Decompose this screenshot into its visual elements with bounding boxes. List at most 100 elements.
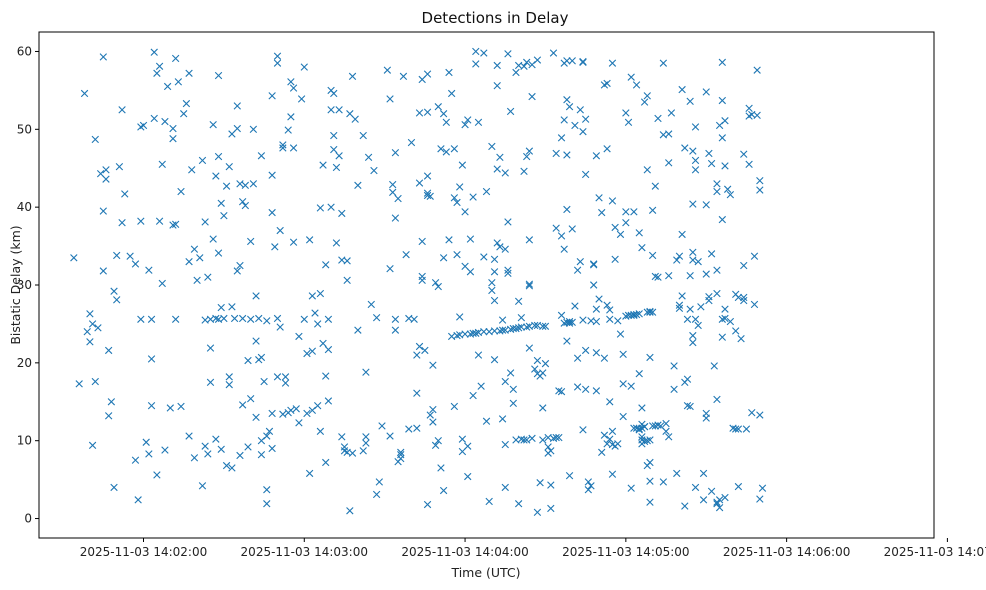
data-point <box>431 441 440 450</box>
data-point <box>584 486 593 494</box>
data-point <box>557 232 566 240</box>
data-point <box>726 317 735 326</box>
data-point <box>587 482 595 490</box>
data-point <box>565 472 574 480</box>
data-point <box>147 401 156 410</box>
data-point <box>756 186 764 194</box>
data-point <box>525 280 534 288</box>
data-point <box>477 382 485 390</box>
data-point <box>635 425 643 433</box>
data-point <box>88 320 97 328</box>
data-point <box>560 245 568 253</box>
data-point <box>464 116 472 124</box>
data-point <box>670 385 678 394</box>
data-point <box>686 305 694 313</box>
data-point <box>94 324 102 332</box>
data-point <box>99 207 107 215</box>
data-point <box>662 419 670 428</box>
data-point <box>426 411 434 419</box>
data-point <box>155 62 164 70</box>
data-point <box>539 436 547 444</box>
data-point <box>665 433 673 441</box>
data-point <box>292 405 300 413</box>
data-point <box>528 434 536 443</box>
data-point <box>324 397 333 405</box>
data-point <box>563 96 571 104</box>
data-point <box>740 296 748 305</box>
data-point <box>437 145 445 153</box>
data-point <box>523 323 531 331</box>
data-point <box>750 252 759 260</box>
data-point <box>512 68 520 77</box>
data-point <box>579 58 587 67</box>
data-point <box>643 92 651 100</box>
data-point <box>480 328 488 336</box>
data-point <box>281 379 290 387</box>
data-point <box>509 399 517 408</box>
data-point <box>367 300 375 309</box>
data-point <box>490 255 499 263</box>
data-point <box>648 308 657 316</box>
data-point <box>713 395 721 404</box>
data-point <box>461 330 469 338</box>
data-point <box>571 121 579 130</box>
data-point <box>742 425 751 433</box>
data-point <box>99 267 107 275</box>
data-point <box>217 303 225 312</box>
data-point <box>171 54 180 63</box>
data-point <box>244 443 252 451</box>
data-point <box>627 484 635 492</box>
data-point <box>201 442 209 450</box>
data-point <box>383 66 392 74</box>
data-point <box>206 378 215 386</box>
data-point <box>616 230 625 239</box>
data-point <box>263 317 271 325</box>
data-point <box>263 432 271 440</box>
data-point <box>348 449 357 457</box>
data-point <box>563 205 571 214</box>
data-point <box>295 332 303 341</box>
data-point <box>563 151 571 159</box>
data-point <box>372 314 381 322</box>
data-point <box>206 344 215 352</box>
data-point <box>737 335 745 343</box>
data-point <box>338 209 346 218</box>
data-point <box>488 278 496 287</box>
data-point <box>319 161 327 169</box>
data-point <box>104 346 113 355</box>
data-point <box>423 172 432 180</box>
y-tick-label: 0 <box>24 512 32 526</box>
data-point <box>389 188 397 197</box>
data-point <box>271 243 279 251</box>
data-point <box>247 394 255 403</box>
data-point <box>592 152 601 160</box>
data-point <box>753 111 761 119</box>
data-point <box>324 345 333 354</box>
data-point <box>686 402 694 411</box>
y-tick-label: 30 <box>17 278 32 292</box>
data-point <box>110 287 118 295</box>
x-axis: 2025-11-03 14:02:00 2025-11-03 14:03:00 20… <box>80 538 986 559</box>
data-point <box>557 311 566 320</box>
data-point <box>659 478 668 486</box>
data-point <box>212 314 220 323</box>
data-point <box>212 435 220 443</box>
data-point <box>627 382 635 390</box>
data-point <box>632 310 641 319</box>
data-point <box>603 79 611 88</box>
data-point <box>313 401 322 410</box>
data-point <box>439 486 448 495</box>
data-point <box>654 273 662 281</box>
data-point <box>281 373 290 381</box>
data-point <box>442 118 450 126</box>
data-point <box>300 63 308 71</box>
data-point <box>415 179 424 187</box>
data-point <box>238 401 247 409</box>
data-point <box>386 432 394 440</box>
data-point <box>568 57 576 65</box>
data-point <box>547 481 555 489</box>
data-point <box>131 456 140 464</box>
data-point <box>359 447 367 455</box>
data-point <box>533 508 542 516</box>
data-point <box>533 356 542 365</box>
